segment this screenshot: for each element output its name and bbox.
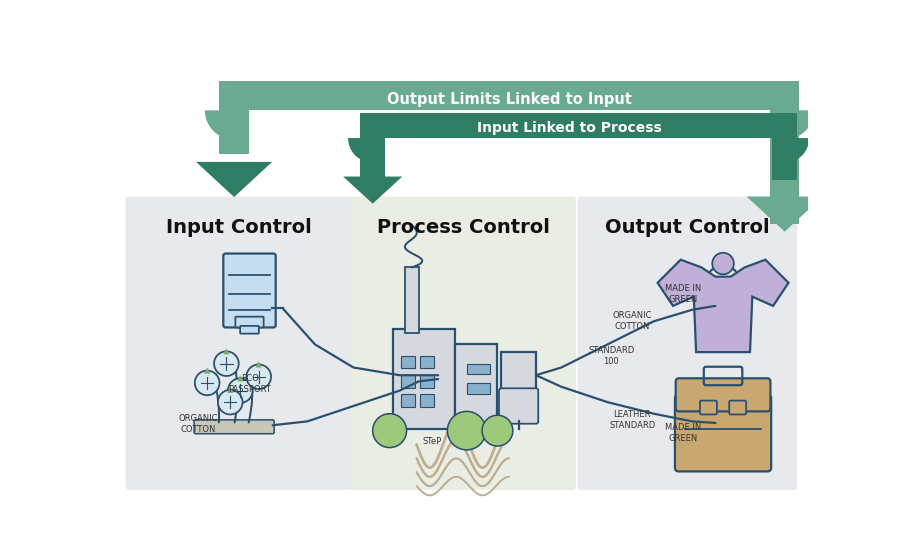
FancyBboxPatch shape bbox=[420, 394, 435, 407]
FancyBboxPatch shape bbox=[236, 316, 264, 328]
Text: ECO
PASSPORT: ECO PASSPORT bbox=[228, 374, 271, 394]
Wedge shape bbox=[348, 138, 373, 162]
Wedge shape bbox=[785, 110, 814, 139]
Bar bbox=[770, 110, 799, 223]
Bar bbox=[360, 113, 385, 138]
FancyBboxPatch shape bbox=[466, 383, 490, 394]
FancyBboxPatch shape bbox=[700, 400, 717, 414]
FancyBboxPatch shape bbox=[223, 254, 275, 328]
Text: Output Control: Output Control bbox=[606, 218, 770, 237]
FancyBboxPatch shape bbox=[729, 400, 746, 414]
Text: MADE IN
GREEN: MADE IN GREEN bbox=[665, 284, 701, 305]
Bar bbox=[772, 138, 797, 180]
FancyBboxPatch shape bbox=[501, 352, 536, 421]
Text: MADE IN
GREEN: MADE IN GREEN bbox=[665, 423, 701, 443]
Text: Input Control: Input Control bbox=[166, 218, 311, 237]
Circle shape bbox=[712, 253, 733, 274]
FancyBboxPatch shape bbox=[125, 197, 353, 490]
Circle shape bbox=[373, 414, 407, 447]
Circle shape bbox=[194, 371, 220, 395]
FancyBboxPatch shape bbox=[350, 197, 576, 490]
FancyBboxPatch shape bbox=[676, 378, 770, 412]
Text: STANDARD
100: STANDARD 100 bbox=[589, 346, 634, 366]
Bar bbox=[770, 81, 799, 110]
FancyBboxPatch shape bbox=[578, 197, 797, 490]
FancyBboxPatch shape bbox=[499, 388, 538, 424]
FancyBboxPatch shape bbox=[401, 375, 415, 388]
FancyBboxPatch shape bbox=[401, 394, 415, 407]
Polygon shape bbox=[223, 348, 230, 354]
FancyBboxPatch shape bbox=[405, 267, 418, 333]
FancyBboxPatch shape bbox=[393, 329, 455, 429]
Bar bbox=[360, 138, 385, 180]
FancyBboxPatch shape bbox=[240, 326, 259, 334]
FancyBboxPatch shape bbox=[420, 375, 435, 388]
Bar bbox=[373, 113, 785, 138]
Circle shape bbox=[214, 351, 238, 376]
FancyBboxPatch shape bbox=[466, 363, 490, 375]
Text: Output Limits Linked to Input: Output Limits Linked to Input bbox=[387, 92, 632, 107]
Polygon shape bbox=[747, 197, 823, 232]
Text: ORGANIC
COTTON: ORGANIC COTTON bbox=[178, 414, 218, 434]
Polygon shape bbox=[238, 375, 243, 381]
Polygon shape bbox=[343, 176, 402, 204]
Text: STeP: STeP bbox=[422, 437, 442, 446]
Polygon shape bbox=[227, 387, 233, 393]
Wedge shape bbox=[205, 110, 234, 139]
FancyBboxPatch shape bbox=[455, 344, 498, 429]
Text: Process Control: Process Control bbox=[377, 218, 550, 237]
Bar bbox=[220, 110, 248, 154]
Wedge shape bbox=[785, 138, 809, 162]
Bar bbox=[220, 81, 248, 110]
Polygon shape bbox=[196, 162, 272, 197]
Polygon shape bbox=[658, 260, 788, 352]
Bar bbox=[772, 113, 797, 138]
Circle shape bbox=[447, 412, 486, 450]
Polygon shape bbox=[204, 367, 211, 374]
Text: ORGANIC
COTTON: ORGANIC COTTON bbox=[612, 311, 652, 332]
FancyBboxPatch shape bbox=[194, 420, 274, 433]
Circle shape bbox=[228, 379, 253, 403]
Circle shape bbox=[247, 365, 271, 389]
Circle shape bbox=[218, 390, 243, 414]
Text: LEATHER
STANDARD: LEATHER STANDARD bbox=[609, 410, 655, 430]
Circle shape bbox=[482, 415, 513, 446]
FancyBboxPatch shape bbox=[401, 356, 415, 368]
FancyBboxPatch shape bbox=[420, 356, 435, 368]
Polygon shape bbox=[256, 361, 262, 367]
Text: Input Linked to Process: Input Linked to Process bbox=[477, 121, 662, 135]
Bar bbox=[234, 81, 785, 110]
FancyBboxPatch shape bbox=[675, 394, 771, 472]
